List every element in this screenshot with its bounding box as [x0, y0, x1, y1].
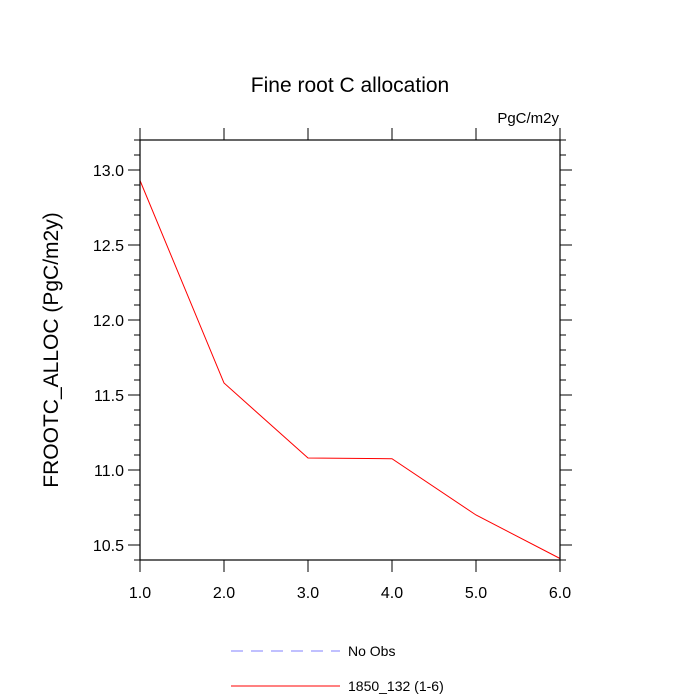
y-tick-label: 12.5: [93, 238, 124, 255]
x-tick-label: 6.0: [549, 585, 571, 602]
tick-marks: [128, 128, 572, 572]
x-tick-label: 5.0: [465, 585, 487, 602]
y-tick-label: 12.0: [93, 313, 124, 330]
legend: No Obs 1850_132 (1-6): [231, 643, 444, 694]
y-axis-label: FROOTC_ALLOC (PgC/m2y): [40, 212, 63, 487]
y-tick-label: 11.5: [94, 388, 124, 405]
x-tick-label: 1.0: [129, 585, 151, 602]
plot-frame: [139, 139, 561, 561]
units-label: PgC/m2y: [497, 110, 559, 127]
y-tick-label: 10.5: [93, 538, 124, 555]
x-tick-label: 2.0: [213, 585, 235, 602]
tick-labels: 1.0 2.0 3.0 4.0 5.0 6.0 10.5 11.0 11.5 12.0 12.5 13…: [93, 163, 571, 602]
y-tick-label: 11.0: [94, 463, 124, 480]
y-tick-label: 13.0: [93, 163, 124, 180]
x-tick-label: 3.0: [297, 585, 319, 602]
x-tick-label: 4.0: [381, 585, 403, 602]
legend-label: 1850_132 (1-6): [348, 678, 444, 694]
series-line: [139, 180, 561, 559]
chart-title: Fine root C allocation: [251, 74, 449, 97]
series-layer: [139, 180, 561, 559]
legend-label: No Obs: [348, 643, 395, 659]
